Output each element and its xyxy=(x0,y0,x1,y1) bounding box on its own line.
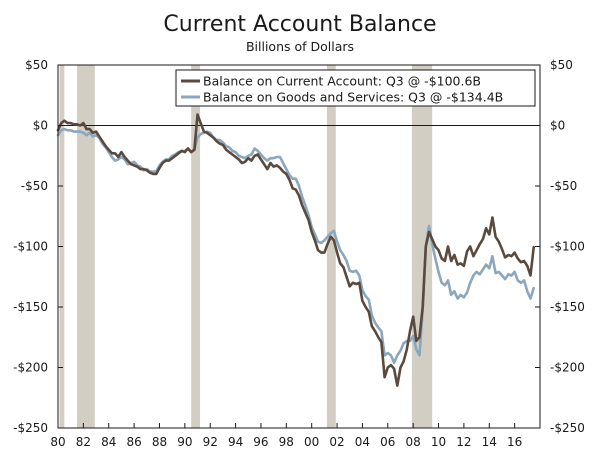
x-tick-label: 86 xyxy=(126,435,141,449)
y-tick-label-left: -$100 xyxy=(13,240,48,254)
chart-title: Current Account Balance xyxy=(163,12,437,37)
x-tick-label: 88 xyxy=(152,435,167,449)
recession-band-4 xyxy=(411,65,433,428)
recession-band-1 xyxy=(77,65,95,428)
x-tick-label: 02 xyxy=(329,435,344,449)
series-line-current-account xyxy=(56,113,535,387)
y-tick-label-right: -$100 xyxy=(550,240,585,254)
y-tick-label-right: -$200 xyxy=(550,361,585,375)
y-tick-label-left: $0 xyxy=(33,119,48,133)
y-tick-label-left: $50 xyxy=(25,58,48,72)
plot-frame xyxy=(57,64,541,429)
x-tick-label: 10 xyxy=(431,435,446,449)
x-tick-label: 06 xyxy=(380,435,395,449)
x-tick-label: 96 xyxy=(253,435,268,449)
x-tick-label: 00 xyxy=(304,435,319,449)
legend-label: Balance on Goods and Services: Q3 @ -$13… xyxy=(203,90,503,105)
y-tick-label-left: -$200 xyxy=(13,361,48,375)
y-tick-label-left: -$250 xyxy=(13,421,48,435)
x-tick-label: 04 xyxy=(355,435,370,449)
x-tick-label: 94 xyxy=(228,435,243,449)
y-tick-label-right: $0 xyxy=(550,119,565,133)
y-tick-label-left: -$150 xyxy=(13,300,48,314)
recession-band-3 xyxy=(326,65,336,428)
x-tick-label: 98 xyxy=(279,435,294,449)
y-tick-label-left: -$50 xyxy=(21,179,48,193)
x-tick-label: 12 xyxy=(456,435,471,449)
x-tick-label: 08 xyxy=(406,435,421,449)
y-tick-label-right: -$50 xyxy=(550,179,577,193)
x-tick-label: 80 xyxy=(50,435,65,449)
y-tick-label-right: $50 xyxy=(550,58,573,72)
recession-bands xyxy=(59,65,433,428)
y-tick-label-right: -$250 xyxy=(550,421,585,435)
x-tick-label: 14 xyxy=(482,435,497,449)
x-tick-label: 82 xyxy=(76,435,91,449)
x-tick-label: 92 xyxy=(203,435,218,449)
chart-subtitle: Billions of Dollars xyxy=(245,39,355,54)
y-tick-label-right: -$150 xyxy=(550,300,585,314)
legend-box xyxy=(175,69,536,107)
legend-label: Balance on Current Account: Q3 @ -$100.6… xyxy=(203,74,481,89)
recession-band-2 xyxy=(191,65,201,428)
axis-layer: $50 $50 $0 $0 -$50 -$50 -$100 -$100 -$150 -$150 -$… xyxy=(13,58,585,449)
legend: Balance on Current Account: Q3 @ -$100.6… xyxy=(175,69,536,107)
x-tick-label: 16 xyxy=(507,435,522,449)
x-tick-label: 84 xyxy=(101,435,116,449)
series-layer xyxy=(56,113,535,387)
x-tick-label: 90 xyxy=(177,435,192,449)
